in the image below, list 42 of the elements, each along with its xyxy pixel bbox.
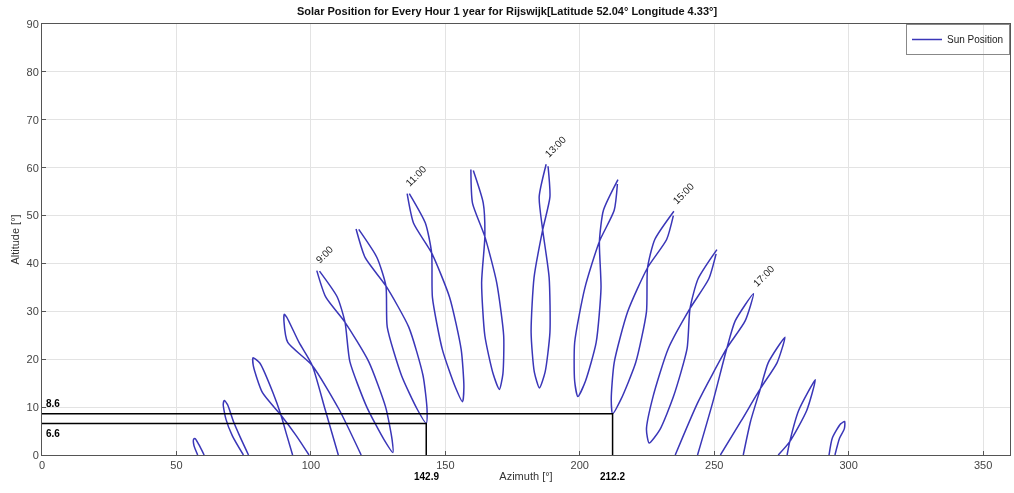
line-series bbox=[355, 228, 428, 425]
annotation: 9:00 bbox=[313, 243, 336, 266]
x-tick-label: 50 bbox=[170, 459, 183, 472]
annotation: 142.9 bbox=[414, 471, 440, 482]
line-series bbox=[406, 192, 465, 403]
x-tick-label: 200 bbox=[570, 459, 589, 472]
y-tick-label: 50 bbox=[26, 209, 39, 222]
y-tick-label: 80 bbox=[26, 65, 39, 78]
line-series bbox=[828, 420, 846, 455]
line-series bbox=[222, 399, 250, 455]
line-series bbox=[573, 178, 619, 398]
y-tick-label: 10 bbox=[26, 400, 39, 413]
annotation: 212.2 bbox=[600, 471, 626, 482]
annotation: 8.6 bbox=[46, 398, 61, 409]
line-series bbox=[645, 248, 718, 444]
legend-label: Sun Position bbox=[947, 34, 1004, 46]
x-axis-title: Azimuth [°] bbox=[499, 470, 553, 483]
y-tick-label: 90 bbox=[26, 17, 39, 30]
x-tick-label: 150 bbox=[436, 459, 455, 472]
y-tick-label: 70 bbox=[26, 113, 39, 126]
x-tick-label: 350 bbox=[973, 459, 993, 472]
line-series bbox=[610, 210, 675, 415]
line-series bbox=[470, 168, 505, 391]
x-tick-label: 100 bbox=[301, 459, 321, 472]
y-tick-label: 20 bbox=[26, 353, 39, 366]
y-tick-label: 60 bbox=[26, 161, 39, 174]
y-tick-label: 0 bbox=[32, 448, 39, 461]
line-series bbox=[777, 379, 817, 455]
x-tick-label: 300 bbox=[839, 459, 858, 472]
y-axis-title: Altitude [°] bbox=[9, 214, 22, 265]
chart-title: Solar Position for Every Hour 1 year for Rijswijk[Latitude 52.04° Longitude 4.33°] bbox=[296, 5, 718, 18]
line-series bbox=[252, 357, 310, 455]
y-tick-label: 30 bbox=[26, 305, 39, 318]
y-tick-label: 40 bbox=[26, 257, 39, 270]
x-tick-label: 250 bbox=[705, 459, 724, 472]
line-series bbox=[283, 313, 362, 455]
annotation: 6.6 bbox=[46, 428, 61, 439]
line-series bbox=[530, 163, 551, 389]
line-series bbox=[674, 292, 755, 455]
line-series bbox=[192, 437, 205, 455]
line-series bbox=[316, 269, 394, 454]
line-series bbox=[719, 336, 786, 455]
